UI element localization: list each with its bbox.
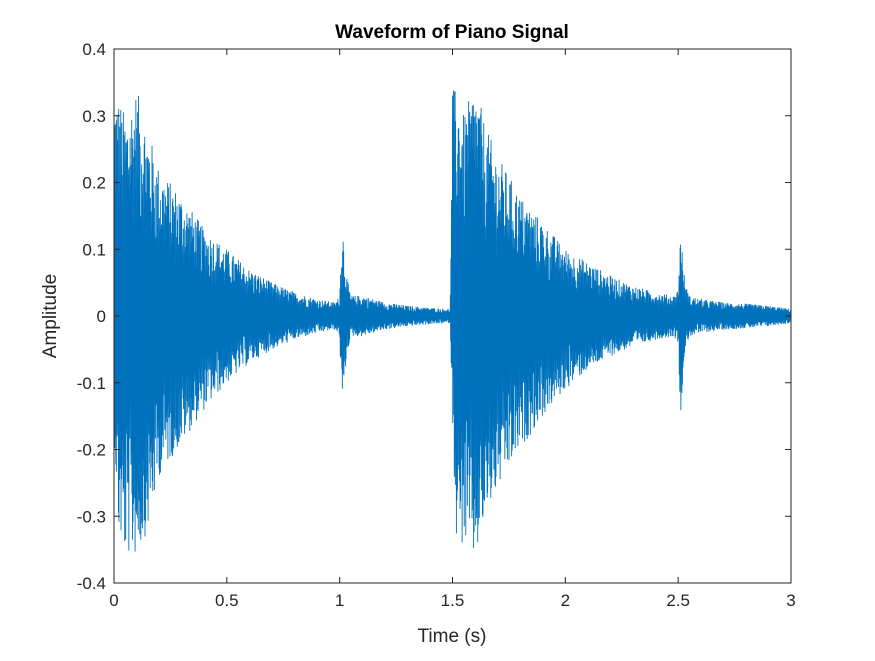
- series-line-0: [113, 90, 792, 552]
- y-tick-label: 0.2: [82, 174, 106, 193]
- y-axis-label: Amplitude: [40, 274, 61, 359]
- x-tick-label: 1.5: [441, 591, 465, 610]
- x-axis-ticks: 0 0.5 1 1.5 2 2.5 3: [109, 49, 796, 610]
- x-tick-label: 2.5: [666, 591, 690, 610]
- x-tick-label: 1: [335, 591, 344, 610]
- x-tick-label: 0.5: [215, 591, 239, 610]
- x-axis-label: Time (s): [418, 626, 487, 647]
- y-tick-label: -0.3: [77, 507, 106, 526]
- y-tick-label: -0.2: [77, 441, 106, 460]
- x-tick-label: 3: [786, 591, 795, 610]
- signal-layer: [113, 90, 792, 552]
- y-tick-label: 0.3: [82, 107, 106, 126]
- x-tick-label: 0: [109, 591, 118, 610]
- chart-title: Waveform of Piano Signal: [335, 22, 569, 43]
- y-tick-label: -0.4: [77, 574, 106, 593]
- y-tick-label: 0.4: [82, 40, 106, 59]
- y-tick-label: -0.1: [77, 374, 106, 393]
- x-tick-label: 2: [561, 591, 570, 610]
- y-tick-label: 0.1: [82, 240, 106, 259]
- y-tick-label: 0: [97, 307, 106, 326]
- y-axis-ticks: 0.4 0.3 0.2 0.1 0 -0.1 -0.2 -0.3 -0.4: [77, 40, 791, 593]
